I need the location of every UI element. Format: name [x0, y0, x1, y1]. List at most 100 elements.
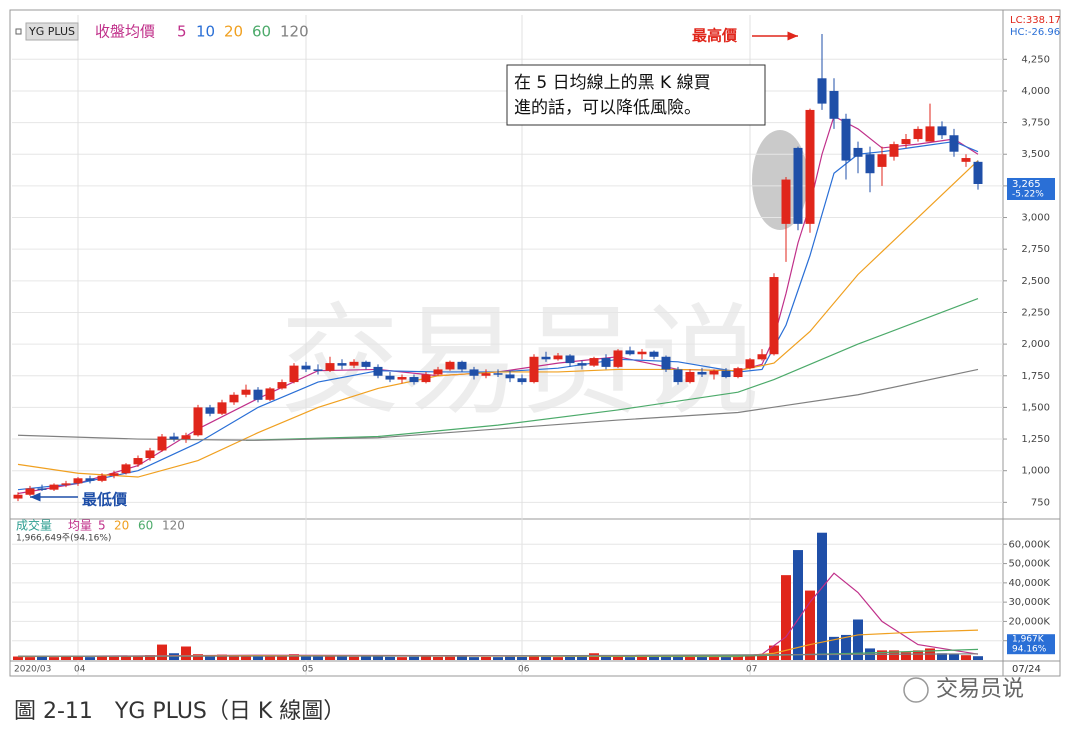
volume-bar [697, 656, 707, 660]
volume-bar [469, 657, 479, 660]
volume-bar [37, 656, 47, 660]
legend-entry: 20 [224, 23, 243, 41]
last-change: -5.22% [1012, 189, 1044, 199]
volume-bar [733, 656, 743, 660]
legend-entry: 60 [252, 23, 271, 41]
candle-body [445, 361, 455, 370]
legend-entry: 5 [177, 23, 187, 41]
candle-body [37, 488, 47, 490]
candle-body [397, 377, 407, 380]
volume-bar [289, 654, 299, 660]
volume-bar [853, 619, 863, 660]
low-label: 最低價 [82, 491, 128, 509]
volume-bar [109, 656, 119, 660]
candle-body [601, 358, 611, 367]
volume-info: 1,966,649주(94.16%) [16, 533, 111, 544]
volume-bar [745, 655, 755, 660]
volume-bar [145, 655, 155, 660]
last-volume: 1,967K [1012, 635, 1045, 645]
candle-body [229, 394, 239, 403]
volume-bar [397, 657, 407, 660]
volume-bar [349, 656, 359, 660]
volume-bar [433, 656, 443, 660]
volume-bar [829, 636, 839, 660]
volume-bar [961, 655, 971, 660]
candle-body [961, 158, 971, 162]
y-tick-label: 3,500 [1021, 149, 1050, 160]
last-price-box [1007, 177, 1055, 200]
volume-bar [505, 656, 515, 660]
candle-body [577, 363, 587, 366]
candle-body [157, 436, 167, 451]
candle-body [493, 373, 503, 375]
volume-bar [445, 656, 455, 660]
candle-body [625, 350, 635, 355]
volume-bar [85, 657, 95, 660]
y-tick-label: 4,250 [1021, 54, 1050, 65]
hc-label: HC:-26.96 [1010, 27, 1060, 38]
y-tick-label: 1,000 [1021, 466, 1050, 477]
volume-bar [265, 655, 275, 660]
candle-body [877, 154, 887, 167]
symbol-box [25, 22, 79, 41]
volume-bar [13, 656, 23, 660]
volume-bar [325, 656, 335, 660]
candle-body [697, 371, 707, 375]
volume-bar [553, 657, 563, 660]
candle-body [133, 458, 143, 465]
y-tick-label: 60,000K [1008, 539, 1050, 550]
volume-bar [949, 654, 959, 660]
high-label: 最高價 [692, 27, 738, 45]
note-box [506, 64, 766, 126]
volume-bar [781, 575, 791, 660]
volume-ma-title: 均量 [68, 519, 92, 533]
last-price: 3,265 [1012, 179, 1041, 190]
volume-bar [613, 656, 623, 660]
candle-body [565, 355, 575, 364]
symbol: YG PLUS [28, 25, 75, 38]
candle-body [301, 365, 311, 370]
volume-bar [877, 650, 887, 660]
y-tick-label: 4,000 [1021, 86, 1050, 97]
candle-body [409, 377, 419, 383]
volume-bar [661, 656, 671, 660]
candle-body [73, 478, 83, 484]
legend-entry: 10 [196, 23, 215, 41]
volume-bar [673, 656, 683, 660]
volume-bar [889, 650, 899, 660]
candle-body [913, 128, 923, 140]
y-tick-label: 50,000K [1008, 559, 1050, 570]
volume-bar [721, 656, 731, 660]
candle-body [949, 135, 959, 152]
y-tick-label: 2,500 [1021, 276, 1050, 287]
x-tick-label: 05 [302, 665, 313, 675]
candle-body [253, 389, 263, 400]
candle-body [817, 78, 827, 104]
candle-body [337, 363, 347, 366]
candle-body [25, 488, 35, 495]
x-tick-label: 06 [518, 665, 530, 675]
candle-body [781, 179, 791, 224]
volume-bar [685, 656, 695, 660]
y-tick-label: 3,750 [1021, 118, 1050, 129]
candle-body [169, 436, 179, 440]
candle-body [757, 354, 767, 360]
candle-body [637, 351, 647, 355]
volume-bar [973, 656, 983, 660]
candle-body [721, 370, 731, 378]
candle-body [649, 351, 659, 357]
candle-body [793, 147, 803, 224]
volume-bar [481, 656, 491, 660]
candle-body [145, 450, 155, 459]
y-tick-label: 1,500 [1021, 402, 1050, 413]
legend-entry: 60 [138, 519, 153, 533]
y-tick-label: 1,250 [1021, 434, 1050, 445]
volume-bar [601, 656, 611, 660]
candle-body [349, 361, 359, 366]
volume-bar [517, 656, 527, 660]
candle-body [181, 435, 191, 440]
volume-bar [277, 656, 287, 660]
plot: 750 1,000 1,250 1,500 1,750 2,000 2,250 2,500 2,… [12, 15, 1055, 675]
candle-body [421, 374, 431, 383]
